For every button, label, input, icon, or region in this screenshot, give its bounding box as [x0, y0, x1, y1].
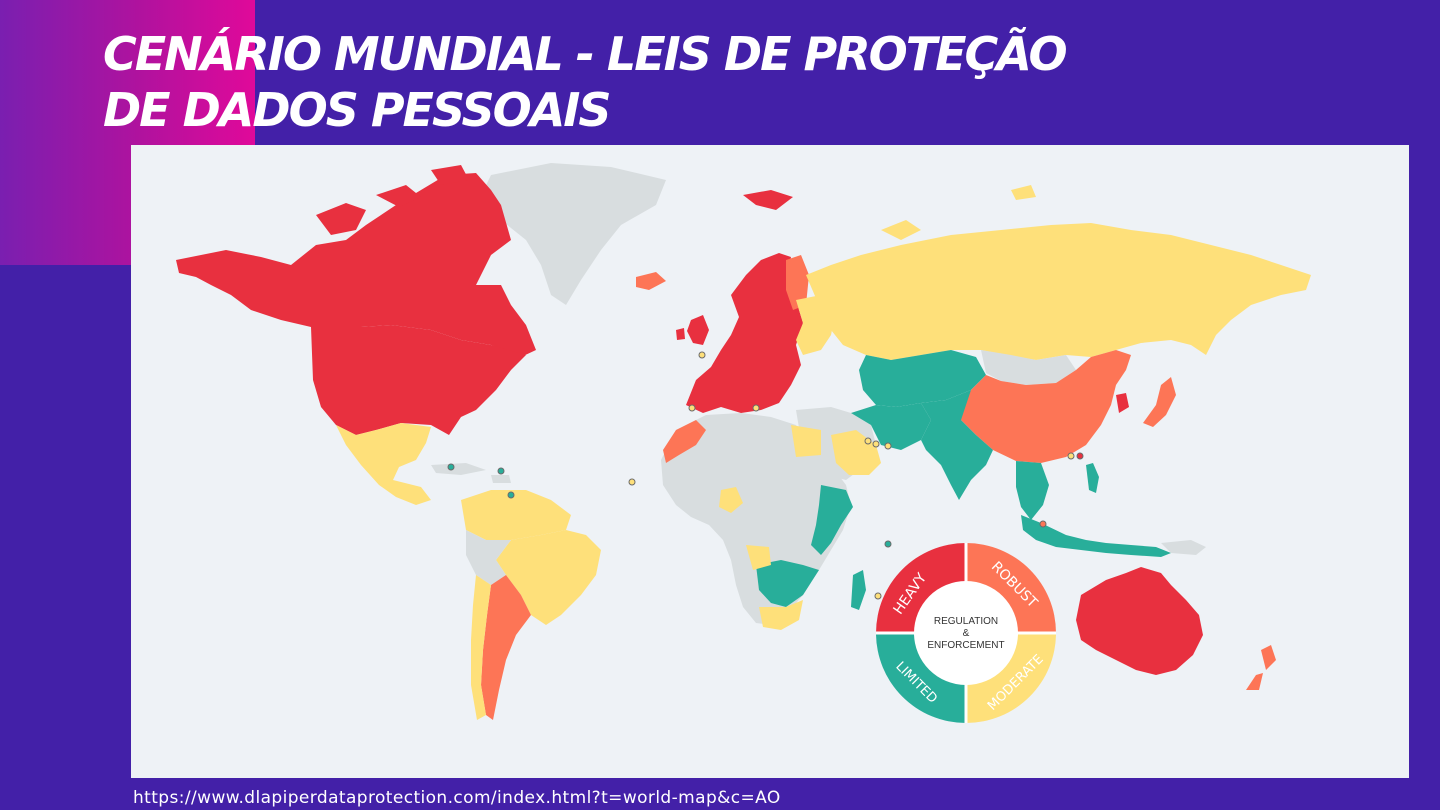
marker-small-territory [507, 491, 515, 499]
marker-small-territory [688, 404, 696, 412]
legend-center-line-1: REGULATION [934, 616, 998, 627]
region-south-america-north [461, 490, 571, 540]
region-nigeria [719, 487, 743, 513]
region-canada [176, 173, 536, 357]
region-greenland [479, 163, 666, 305]
region-indonesia [1021, 515, 1171, 557]
region-usa [311, 325, 526, 435]
region-mongolia [981, 350, 1076, 385]
marker-small-territory [1039, 520, 1047, 528]
region-finland [786, 255, 809, 310]
region-new-zealand [1246, 645, 1276, 690]
region-southern-africa-limited [756, 560, 819, 607]
title-line-1: CENÁRIO MUNDIAL - LEIS DE PROTEÇÃO [103, 27, 1068, 81]
marker-small-territory [872, 440, 880, 448]
marker-small-territory [1067, 452, 1075, 460]
region-uk [676, 315, 709, 345]
marker-small-territory [497, 467, 505, 475]
region-morocco [663, 420, 706, 463]
title-line-2: DE DADOS PESSOAIS [103, 83, 612, 137]
region-iceland [636, 272, 666, 290]
marker-small-territory [864, 437, 872, 445]
region-india [921, 390, 993, 500]
region-argentina [481, 575, 531, 720]
region-new-guinea [1161, 540, 1206, 555]
region-iran [851, 403, 931, 450]
region-se-asia [1016, 461, 1049, 520]
region-south-africa [759, 600, 803, 630]
legend-wheel: REGULATION & ENFORCEMENT HEAVY ROBUST MO… [876, 543, 1056, 723]
region-australia [1076, 567, 1203, 675]
marker-small-territory [447, 463, 455, 471]
region-korea [1116, 393, 1129, 413]
marker-small-territory [752, 404, 760, 412]
region-central-asia [859, 350, 986, 407]
region-madagascar [851, 570, 866, 610]
world-map-panel: REGULATION & ENFORCEMENT HEAVY ROBUST MO… [131, 145, 1409, 778]
marker-small-territory [884, 442, 892, 450]
region-china [953, 350, 1131, 463]
region-east-africa [811, 485, 853, 555]
legend-center-line-2: & [963, 628, 970, 639]
region-egypt [791, 425, 821, 457]
marker-small-territory [628, 478, 636, 486]
marker-small-territory [874, 592, 882, 600]
region-chile [471, 575, 491, 720]
marker-small-territory [1076, 452, 1084, 460]
marker-small-territory [884, 540, 892, 548]
region-canada-islands [316, 165, 469, 235]
region-angola [746, 545, 771, 570]
slide-title: CENÁRIO MUNDIAL - LEIS DE PROTEÇÃO DE DA… [103, 26, 1068, 138]
region-svalbard [743, 190, 793, 210]
world-map: REGULATION & ENFORCEMENT HEAVY ROBUST MO… [176, 163, 1311, 723]
region-japan [1143, 377, 1176, 427]
marker-small-territory [698, 351, 706, 359]
legend-center [914, 581, 1018, 685]
source-link[interactable]: https://www.dlapiperdataprotection.com/i… [133, 788, 781, 808]
region-europe [686, 253, 803, 413]
region-russia-islands [881, 185, 1036, 240]
region-mexico [336, 423, 431, 505]
legend-center-line-3: ENFORCEMENT [927, 640, 1004, 651]
region-philippines [1086, 463, 1099, 493]
region-russia [806, 223, 1311, 360]
region-andes [466, 530, 511, 585]
region-brazil [496, 530, 601, 625]
